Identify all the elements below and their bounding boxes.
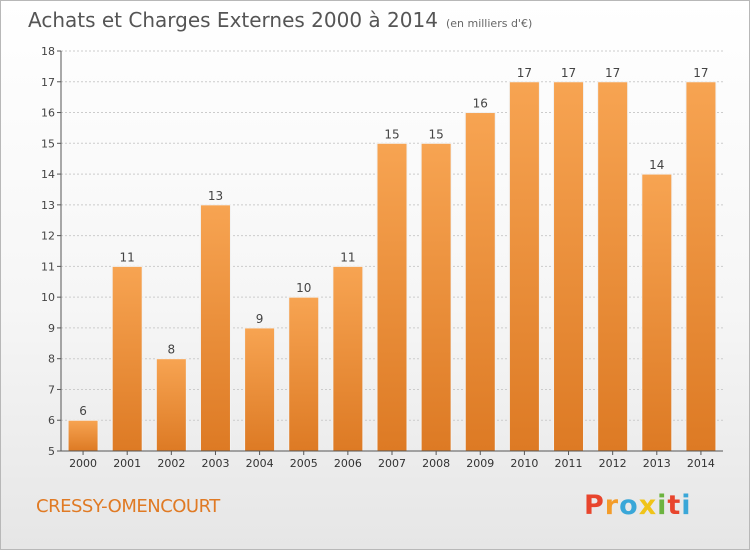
x-tick-label: 2013 — [643, 457, 671, 470]
bar — [508, 81, 540, 452]
bar — [685, 81, 717, 452]
bar — [464, 112, 496, 452]
logo-letter: r — [604, 490, 620, 521]
commune-name: CRESSY-OMENCOURT — [36, 496, 220, 517]
y-tick-label: 14 — [41, 168, 55, 181]
proxiti-logo: Proxiti — [584, 490, 692, 521]
x-tick-label: 2001 — [113, 457, 141, 470]
y-tick-label: 8 — [48, 353, 55, 366]
data-label: 10 — [296, 281, 311, 295]
y-tick-label: 11 — [41, 260, 55, 273]
x-tick-label: 2005 — [290, 457, 318, 470]
chart-title: Achats et Charges Externes 2000 à 2014 (e… — [28, 8, 532, 32]
x-tick-label: 2009 — [466, 457, 494, 470]
bar — [553, 81, 585, 452]
y-tick-label: 15 — [41, 137, 55, 150]
y-tick-label: 13 — [41, 199, 55, 212]
logo-letter: t — [667, 490, 682, 521]
x-tick-label: 2014 — [687, 457, 715, 470]
bar — [111, 265, 143, 452]
y-tick-label: 9 — [48, 322, 55, 335]
logo-letter: x — [638, 490, 658, 521]
logo-letter: o — [619, 490, 639, 521]
data-label: 15 — [428, 127, 443, 141]
y-tick-label: 5 — [48, 445, 55, 458]
logo-letter: P — [584, 490, 605, 521]
x-tick-label: 2007 — [378, 457, 406, 470]
bar — [67, 419, 99, 452]
data-label: 8 — [168, 343, 176, 357]
data-label: 11 — [120, 250, 135, 264]
data-label: 14 — [649, 158, 664, 172]
x-tick-label: 2000 — [69, 457, 97, 470]
data-label: 17 — [517, 66, 532, 80]
bar — [288, 296, 320, 452]
x-tick-label: 2012 — [599, 457, 627, 470]
data-label: 13 — [208, 189, 223, 203]
x-tick-label: 2008 — [422, 457, 450, 470]
x-tick-label: 2011 — [555, 457, 583, 470]
logo-letter: i — [657, 490, 668, 521]
chart-subtitle: (en milliers d'€) — [445, 17, 533, 30]
bar — [332, 265, 364, 452]
y-tick-label: 17 — [41, 76, 55, 89]
y-tick-label: 7 — [48, 383, 55, 396]
y-tick-label: 12 — [41, 230, 55, 243]
logo-letter: i — [681, 490, 692, 521]
data-label: 15 — [384, 127, 399, 141]
bar — [199, 204, 231, 452]
data-label: 17 — [561, 66, 576, 80]
x-tick-label: 2004 — [246, 457, 274, 470]
data-label: 16 — [473, 97, 488, 111]
bar — [641, 173, 673, 452]
data-label: 6 — [79, 404, 87, 418]
bar — [376, 142, 408, 452]
x-tick-label: 2010 — [510, 457, 538, 470]
bar — [420, 142, 452, 452]
x-tick-label: 2003 — [201, 457, 229, 470]
data-label: 17 — [693, 66, 708, 80]
y-tick-label: 16 — [41, 107, 55, 120]
bar — [244, 327, 276, 452]
bar — [597, 81, 629, 452]
x-tick-label: 2006 — [334, 457, 362, 470]
data-label: 11 — [340, 250, 355, 264]
y-tick-label: 10 — [41, 291, 55, 304]
data-label: 17 — [605, 66, 620, 80]
y-tick-label: 18 — [41, 45, 55, 58]
data-label: 9 — [256, 312, 264, 326]
x-tick-label: 2002 — [157, 457, 185, 470]
chart-title-text: Achats et Charges Externes 2000 à 2014 — [28, 8, 438, 32]
y-tick-label: 6 — [48, 414, 55, 427]
bar — [155, 358, 187, 452]
